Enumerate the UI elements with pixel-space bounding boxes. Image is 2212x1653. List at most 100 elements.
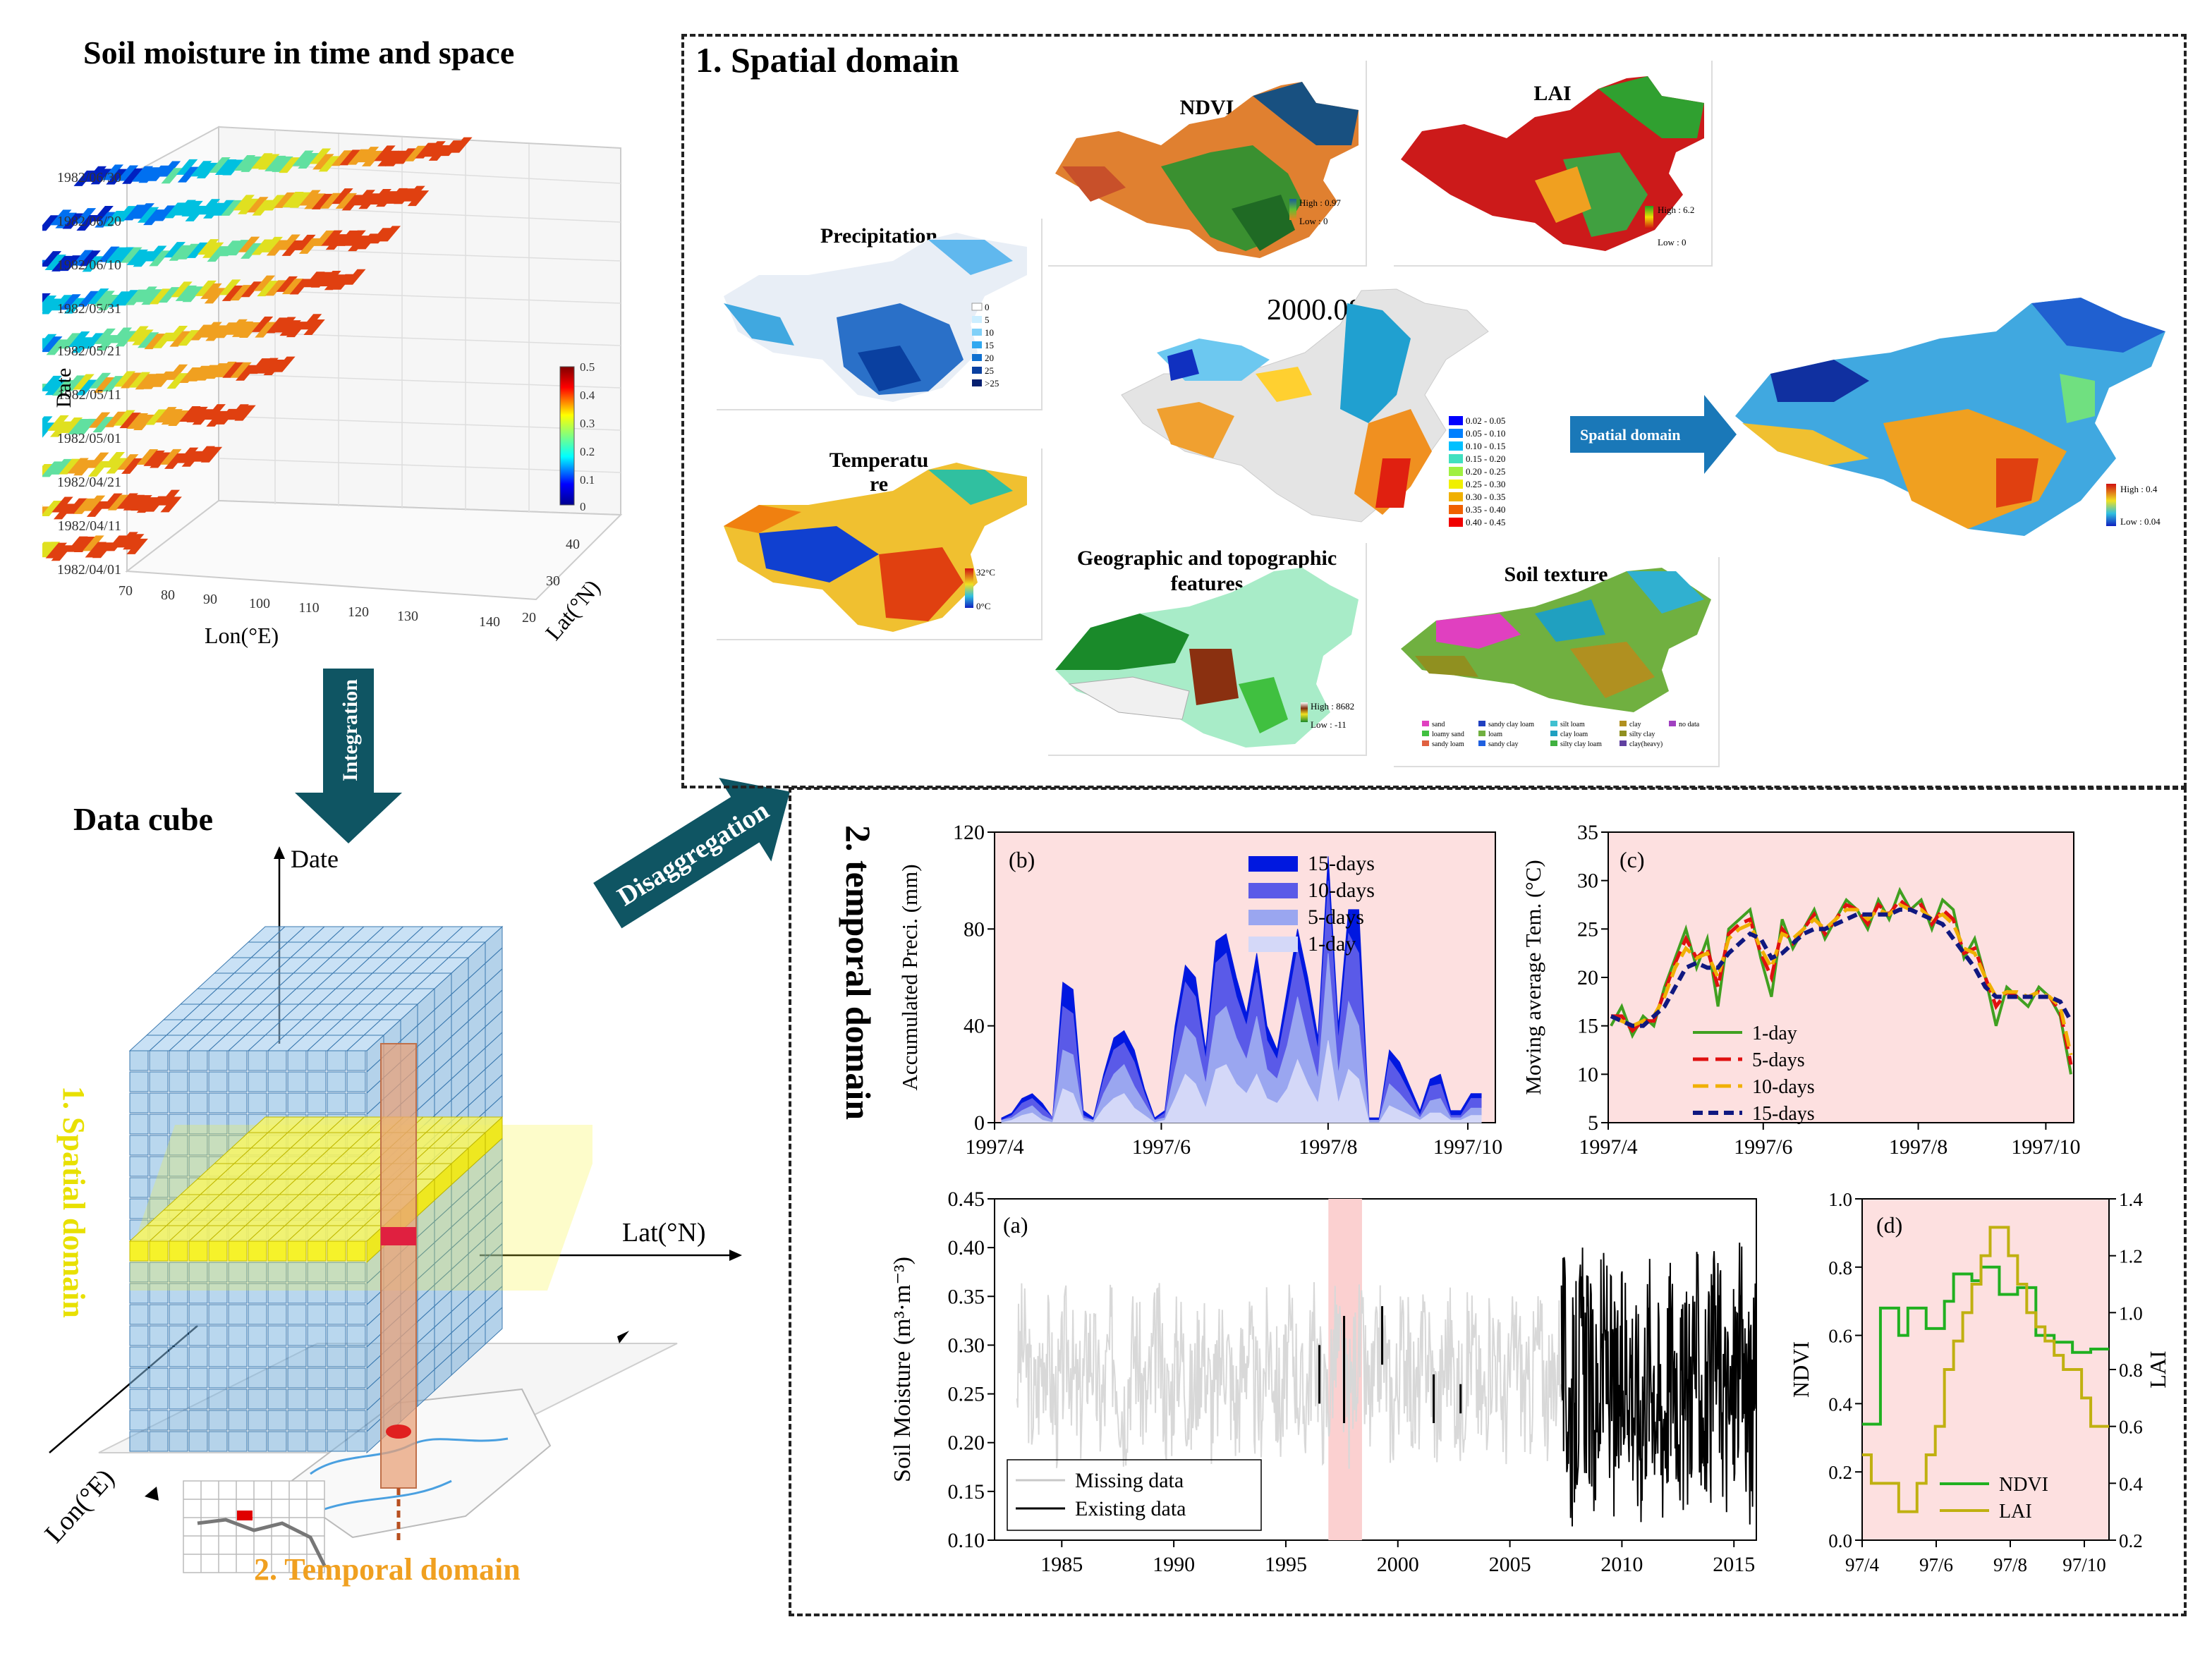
cube-cell (287, 1071, 307, 1092)
cube-cell (129, 1135, 149, 1156)
soil-legend: sandy clay loam (1488, 721, 1534, 728)
geo-low: Low : -11 (1311, 719, 1347, 730)
slice-cell (348, 236, 370, 252)
slice-cell (133, 203, 154, 219)
cube-cell (129, 1431, 149, 1452)
slice-cell (227, 240, 250, 256)
cube-cell (267, 1431, 287, 1452)
legend-label: Existing data (1075, 1497, 1186, 1520)
x-tick-label: 97/10 (2062, 1554, 2106, 1575)
slice-cell (123, 205, 146, 221)
slice-cell (281, 240, 303, 256)
cube-cell (307, 1304, 327, 1325)
series-line-15-days (1610, 907, 2073, 1028)
center-legend: 0.10 - 0.15 (1466, 441, 1505, 451)
slice-cell (198, 199, 221, 215)
cube-cell (188, 1389, 208, 1410)
slice-cell (272, 156, 293, 172)
colorbar-tick: 0.2 (580, 445, 595, 458)
cube-cell (248, 1262, 267, 1283)
y-tick-label: 40 (964, 1015, 985, 1038)
slice-cell (66, 498, 87, 514)
legend-label: Missing data (1075, 1469, 1184, 1492)
cube-cell (228, 1262, 248, 1283)
cube-cell (228, 1431, 248, 1452)
slice-cell (276, 276, 298, 292)
slice-cell (127, 326, 149, 342)
x-tick-label: 1997/8 (1299, 1135, 1357, 1159)
slice-cell (63, 298, 86, 314)
slice-cell (78, 291, 99, 307)
precip-legend: 20 (985, 353, 994, 363)
cube-cell (267, 1283, 287, 1304)
spatial-domain-heading: 1. Spatial domain (695, 40, 959, 80)
ndvi-low: Low : 0 (1299, 216, 1327, 226)
cube-cell (228, 1114, 248, 1135)
slice-cell (451, 137, 473, 153)
cube-cell (327, 1092, 346, 1114)
slice-cell (51, 496, 73, 513)
temporal-heading-svg: 2. temporal domain (839, 825, 878, 1120)
cube-cell (307, 1410, 327, 1431)
cube-cell (188, 1262, 208, 1283)
cube-cell (327, 1389, 346, 1410)
cube-cell (129, 1156, 149, 1177)
slice-cell (168, 410, 190, 426)
y-tick-label: 0.2 (1828, 1462, 1852, 1483)
slice-cell (332, 274, 354, 290)
slice-cell (230, 285, 252, 301)
slice-cell (241, 281, 262, 298)
slice-cell (190, 324, 212, 341)
soil-legend: clay (1629, 721, 1641, 728)
slice-cell (321, 230, 343, 246)
slice-cell (131, 166, 154, 182)
cube-cell (129, 1092, 149, 1114)
slice-cell (394, 148, 417, 164)
cube-cell (287, 1262, 307, 1283)
cube-cell (248, 1092, 267, 1114)
soil-title: Soil texture (1504, 563, 1608, 586)
slice-cell (44, 255, 66, 271)
soil-legend: silt loam (1560, 721, 1585, 728)
slice-cell (59, 255, 81, 272)
slice-cell (145, 496, 167, 512)
slice-cell (171, 281, 193, 298)
slice-cell (122, 168, 144, 184)
soil-legend: sand (1432, 721, 1445, 728)
legend-swatch (1248, 937, 1298, 952)
slice-cell (116, 165, 139, 181)
slice-cell (123, 494, 145, 511)
x-tick-label: 1985 (1040, 1553, 1083, 1576)
slice-cell (226, 319, 248, 335)
cube-cell (149, 1262, 169, 1283)
cube-cell (327, 1431, 346, 1452)
slice-cell (143, 450, 165, 466)
integration-arrow: Integration (295, 669, 402, 843)
cube-cell (129, 1410, 149, 1431)
ndvi-map: NDVI High : 0.97 Low : 0 (1048, 61, 1367, 267)
cube-lat-label: Lat(°N) (622, 1218, 706, 1248)
slice-cell (136, 497, 159, 513)
slice-cell (222, 159, 244, 176)
slice-cell (178, 330, 200, 346)
y-tick-label: 5 (1588, 1111, 1598, 1135)
lon-tick: 140 (479, 614, 500, 630)
slice-cell (357, 147, 379, 163)
slice-cell (188, 365, 210, 382)
center-legend: 0.15 - 0.20 (1466, 453, 1505, 464)
slice-cell (95, 212, 116, 228)
slice-cell (73, 536, 96, 552)
x-tick-label: 2000 (1377, 1553, 1419, 1576)
cube-cell (208, 1410, 228, 1431)
slice-cell (107, 494, 130, 511)
cube-cell (307, 1367, 327, 1389)
cube-cell (307, 1431, 327, 1452)
slice-cell (424, 141, 446, 157)
slice-cell (379, 226, 401, 242)
date-tick: 1982/05/01 (57, 431, 121, 446)
cube-cell (169, 1346, 188, 1367)
slice-cell (303, 272, 325, 288)
slice-cell (195, 280, 217, 296)
lon-axis-label: Lon(°E) (205, 623, 279, 648)
slice-cell (325, 234, 348, 250)
